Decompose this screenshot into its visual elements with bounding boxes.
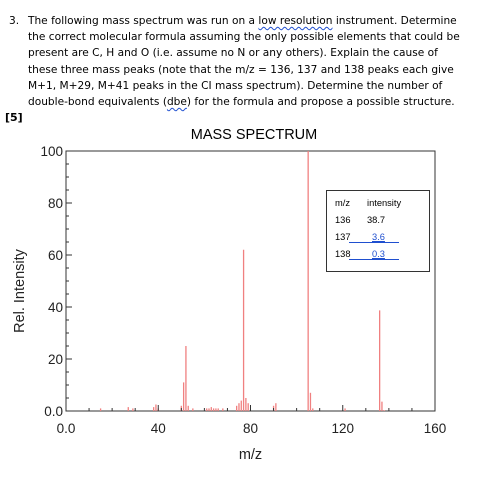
x-tick-label: 0.0 [57, 421, 76, 436]
y-tick-label: 60 [48, 248, 63, 263]
x-tick-label: 160 [424, 421, 447, 436]
inset-cell-mz: 136 [335, 215, 351, 225]
inset-cell-intensity: 38.7 [367, 215, 386, 225]
inset-cell-mz: 137 [335, 232, 351, 242]
question-line: The following mass spectrum was run on a… [28, 15, 457, 27]
inset-cell-mz: 138 [335, 249, 351, 259]
question-line: present are C, H and O (i.e. assume no N… [28, 47, 438, 60]
spellcheck-word: dbe [166, 96, 187, 109]
x-tick-label: 120 [331, 421, 354, 436]
chart-title: MASS SPECTRUM [190, 127, 318, 143]
y-tick-label: 100 [40, 144, 63, 159]
inset-row: 136 38.7 [327, 215, 429, 227]
question-number: 3. [9, 15, 20, 27]
question-line: M+1, M+29, M+41 peaks in the CI mass spe… [28, 79, 443, 92]
y-tick-label: 80 [48, 196, 63, 211]
question-marks: [5] [5, 111, 23, 124]
question-line: these three mass peaks (note that the m/… [28, 63, 454, 76]
y-axis-title: Rel. Intensity [12, 248, 28, 333]
y-tick-label: 40 [48, 300, 63, 315]
y-tick-label: 20 [48, 352, 63, 367]
inset-header-row: m/z intensity [327, 198, 429, 210]
inset-header-intensity: intensity [367, 198, 402, 208]
x-axis-title: m/z [239, 447, 262, 463]
spellcheck-word: low resolution [258, 15, 333, 27]
inset-underline [349, 259, 399, 260]
question-line: double-bond equivalents (dbe) for the fo… [28, 96, 455, 109]
inset-cell-intensity: 3.6 [372, 232, 385, 242]
inset-row: 137 3.6 [327, 232, 429, 244]
inset-underline [349, 242, 399, 243]
inset-table: m/z intensity 136 38.7 137 3.6 138 0.3 [326, 190, 430, 272]
inset-row: 138 0.3 [327, 249, 429, 261]
x-tick-label: 80 [243, 421, 258, 436]
y-tick-label: 0.0 [44, 404, 63, 419]
inset-header-mz: m/z [335, 198, 350, 208]
question-body: The following mass spectrum was run on a… [28, 13, 460, 110]
inset-cell-intensity: 0.3 [372, 249, 385, 259]
x-tick-label: 40 [151, 421, 166, 436]
question-line: the correct molecular formula assuming t… [28, 31, 460, 44]
